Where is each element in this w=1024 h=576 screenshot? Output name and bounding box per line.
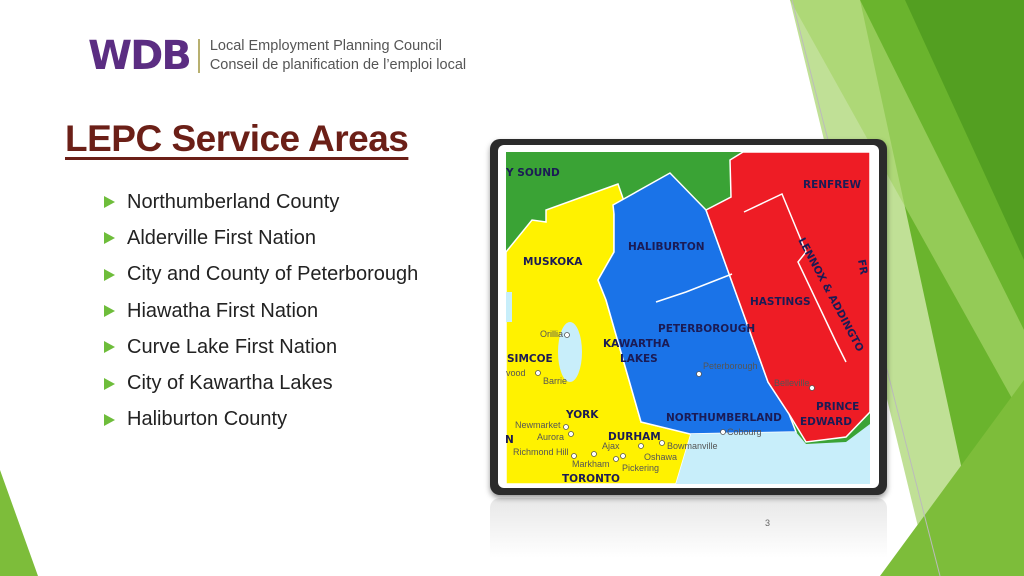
map-label: PRINCE: [816, 401, 859, 413]
wdb-logo: WDB Local Employment Planning Council Co…: [88, 36, 466, 76]
map-reflection: [490, 498, 887, 558]
water-georgian-bay: [506, 292, 512, 322]
city-label: vood: [506, 368, 526, 378]
city-label: Bowmanville: [667, 441, 718, 451]
map-label: Y SOUND: [506, 167, 560, 179]
city-label: Oshawa: [644, 452, 677, 462]
list-item: Curve Lake First Nation: [104, 329, 418, 365]
logo-wordmark: WDB: [88, 33, 192, 79]
page-number: 3: [765, 518, 771, 528]
map-label: N: [506, 434, 514, 446]
city-label: Barrie: [543, 376, 567, 386]
list-item: City and County of Peterborough: [104, 257, 418, 293]
city-label: Ajax: [602, 441, 620, 451]
bullet-arrow-icon: [104, 268, 115, 281]
map-label: LAKES: [620, 353, 658, 365]
map-label: YORK: [565, 409, 599, 421]
map-label: TORONTO: [562, 473, 620, 484]
bullet-arrow-icon: [104, 413, 115, 426]
bullet-arrow-icon: [104, 232, 115, 245]
list-item-text: Northumberland County: [127, 190, 340, 213]
map-label: SIMCOE: [507, 353, 553, 365]
map-label: KAWARTHA: [603, 338, 671, 350]
map-label: FR: [855, 258, 869, 275]
logo-line-french: Conseil de planification de l’emploi loc…: [209, 57, 467, 73]
border-line: [655, 273, 733, 303]
city-label: Cobourg: [727, 427, 762, 437]
list-item-text: City and County of Peterborough: [127, 263, 419, 286]
water-lake-ontario: [676, 424, 870, 484]
map-label: MUSKOKA: [523, 256, 583, 268]
map-label: DURHAM: [608, 431, 661, 443]
region-map: Y SOUND RENFREW HALIBURTON MUSKOKA HASTI…: [506, 152, 870, 484]
city-dots: [535, 332, 815, 462]
bullet-arrow-icon: [104, 196, 115, 209]
list-item: City of Kawartha Lakes: [104, 365, 418, 401]
logo-divider: [197, 39, 200, 73]
list-item: Northumberland County: [104, 184, 418, 220]
bullet-arrow-icon: [104, 377, 115, 390]
list-item-text: Haliburton County: [127, 408, 288, 431]
list-item: Alderville First Nation: [104, 220, 418, 256]
bullet-arrow-icon: [104, 341, 115, 354]
city-label: Markham: [572, 459, 610, 469]
city-label: Pickering: [622, 463, 659, 473]
city-label: Peterborough: [703, 361, 758, 371]
map-label: HALIBURTON: [628, 241, 705, 253]
city-label: Richmond Hill: [513, 447, 569, 457]
logo-org-name: Local Employment Planning Council Consei…: [210, 37, 466, 75]
city-label: Newmarket: [515, 420, 561, 430]
map-label: EDWARD: [800, 416, 852, 428]
list-item-text: City of Kawartha Lakes: [127, 372, 333, 395]
city-label: Aurora: [537, 432, 564, 442]
city-label: Orillia: [540, 329, 563, 339]
logo-line-english: Local Employment Planning Council: [209, 38, 442, 54]
map-label: PETERBOROUGH: [658, 323, 755, 335]
map-label: RENFREW: [803, 179, 861, 191]
map-label: NORTHUMBERLAND: [666, 412, 782, 424]
list-item: Hiawatha First Nation: [104, 293, 418, 329]
list-item-text: Hiawatha First Nation: [127, 299, 319, 322]
map-label: HASTINGS: [750, 296, 811, 308]
bullet-arrow-icon: [104, 305, 115, 318]
list-item-text: Curve Lake First Nation: [127, 335, 338, 358]
region-red: [705, 152, 870, 443]
service-area-list: Northumberland County Alderville First N…: [104, 184, 418, 438]
list-item-text: Alderville First Nation: [127, 226, 316, 249]
slide-title: LEPC Service Areas: [65, 118, 409, 159]
border-line: [743, 192, 847, 363]
water-lake-simcoe: [558, 322, 582, 382]
city-label: Belleville: [774, 378, 810, 388]
list-item: Haliburton County: [104, 402, 418, 438]
